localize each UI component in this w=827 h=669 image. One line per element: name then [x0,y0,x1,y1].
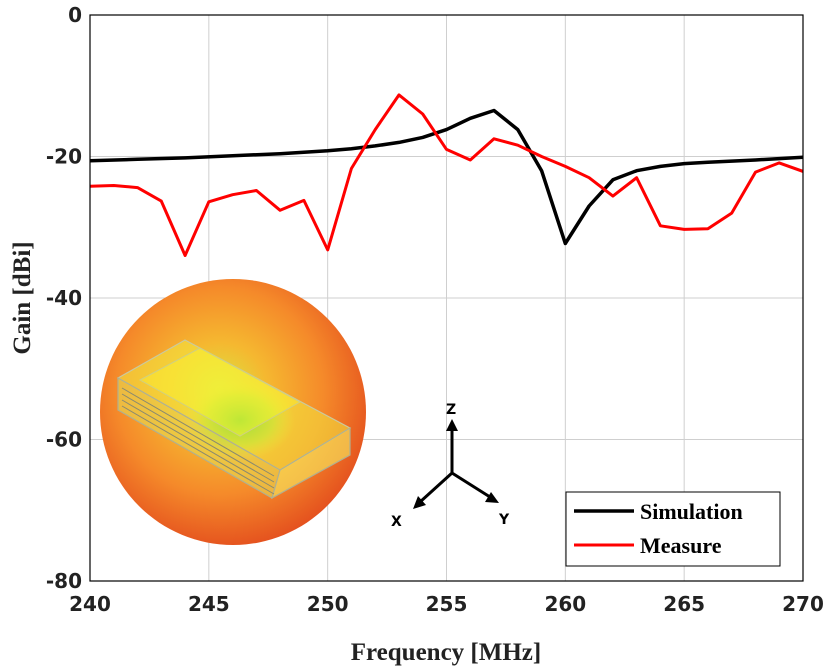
x-tick-label: 260 [544,592,586,616]
y-tick-label: -20 [46,145,82,169]
axis-letter-y: Y [498,512,510,528]
y-tick-label: 0 [68,3,82,27]
axis-letter-x: X [391,514,402,530]
z-arrow-head [446,419,458,431]
y-tick-label: -80 [46,569,82,593]
y-axis-label: Gain [dBi] [9,241,36,354]
x-tick-label: 270 [782,592,824,616]
radiation-pattern-inset [100,279,366,545]
y-tick-label: -40 [46,286,82,310]
y-arrow-head [485,492,499,503]
series-line-measure [90,93,803,257]
x-tick-label: 240 [69,592,111,616]
y-axis-ticks: 0 -20 -40 -60 -80 [46,3,82,593]
x-tick-label: 250 [307,592,349,616]
x-tick-label: 265 [663,592,705,616]
x-arrow-head [413,496,426,509]
x-tick-label: 245 [188,592,230,616]
legend: Simulation Measure [565,491,781,567]
legend-label-simulation: Simulation [640,499,743,524]
legend-box [565,491,781,567]
x-axis-label: Frequency [MHz] [351,639,541,666]
y-tick-label: -60 [46,428,82,452]
legend-label-measure: Measure [640,533,722,558]
x-tick-label: 255 [426,592,468,616]
series-line-simulation [90,108,803,246]
axis-letter-z: Z [446,402,456,418]
plot-frame [89,14,804,582]
antenna-model [116,339,352,500]
axis-triad [413,419,499,509]
x-axis-ticks: 240 245 250 255 260 265 270 [69,592,824,616]
